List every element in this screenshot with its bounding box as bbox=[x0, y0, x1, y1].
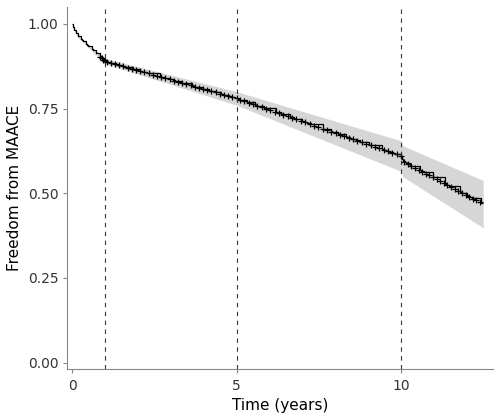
X-axis label: Time (years): Time (years) bbox=[232, 398, 328, 413]
Y-axis label: Freedom from MAACE: Freedom from MAACE bbox=[7, 105, 22, 271]
